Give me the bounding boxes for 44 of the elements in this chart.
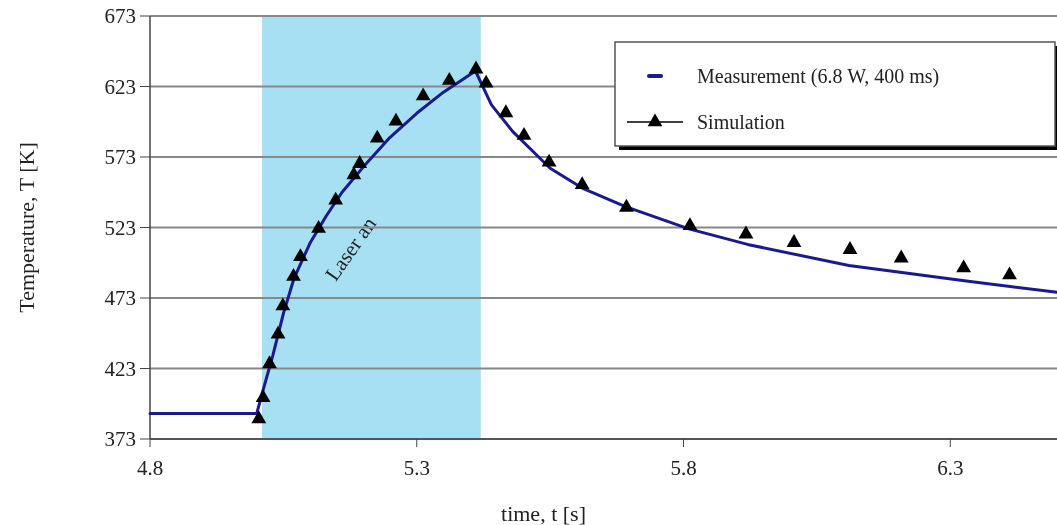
legend-label: Simulation bbox=[697, 111, 785, 133]
y-tick-label: 673 bbox=[104, 4, 136, 29]
point bbox=[346, 166, 362, 180]
point bbox=[956, 259, 972, 273]
point bbox=[262, 355, 277, 369]
point bbox=[842, 241, 858, 254]
legend-label: Measurement (6.8 W, 400 ms) bbox=[697, 65, 940, 88]
point bbox=[1002, 266, 1017, 280]
y-axis-title: Temperature, T [K] bbox=[14, 142, 39, 313]
point bbox=[352, 155, 368, 168]
point bbox=[541, 153, 557, 167]
point bbox=[270, 325, 286, 339]
y-tick-label: 623 bbox=[104, 74, 136, 99]
point bbox=[255, 389, 271, 402]
point bbox=[516, 126, 532, 140]
x-axis-title: time, t [s] bbox=[501, 501, 586, 525]
point bbox=[293, 248, 308, 261]
y-tick-label: 423 bbox=[104, 356, 136, 381]
point bbox=[468, 60, 484, 74]
point bbox=[619, 198, 634, 212]
point bbox=[275, 297, 291, 311]
x-tick-label: 6.3 bbox=[937, 456, 964, 480]
x-tick-label: 5.3 bbox=[403, 456, 430, 480]
point bbox=[311, 219, 326, 233]
y-tick-label: 523 bbox=[104, 215, 136, 240]
point bbox=[682, 217, 698, 230]
point bbox=[738, 225, 754, 239]
point bbox=[441, 71, 457, 85]
y-tick-label: 473 bbox=[104, 286, 136, 311]
point bbox=[498, 104, 514, 118]
point bbox=[786, 234, 802, 247]
y-tick-label: 573 bbox=[104, 145, 136, 170]
x-tick-label: 4.8 bbox=[136, 456, 164, 480]
point bbox=[893, 249, 909, 263]
point bbox=[388, 112, 404, 126]
point bbox=[478, 74, 494, 88]
x-tick-label: 5.8 bbox=[670, 456, 697, 480]
point bbox=[328, 191, 344, 205]
y-tick-label: 373 bbox=[104, 427, 136, 452]
point bbox=[286, 267, 301, 281]
point bbox=[369, 129, 385, 143]
point bbox=[251, 410, 267, 424]
point bbox=[415, 87, 431, 101]
point bbox=[574, 176, 590, 190]
